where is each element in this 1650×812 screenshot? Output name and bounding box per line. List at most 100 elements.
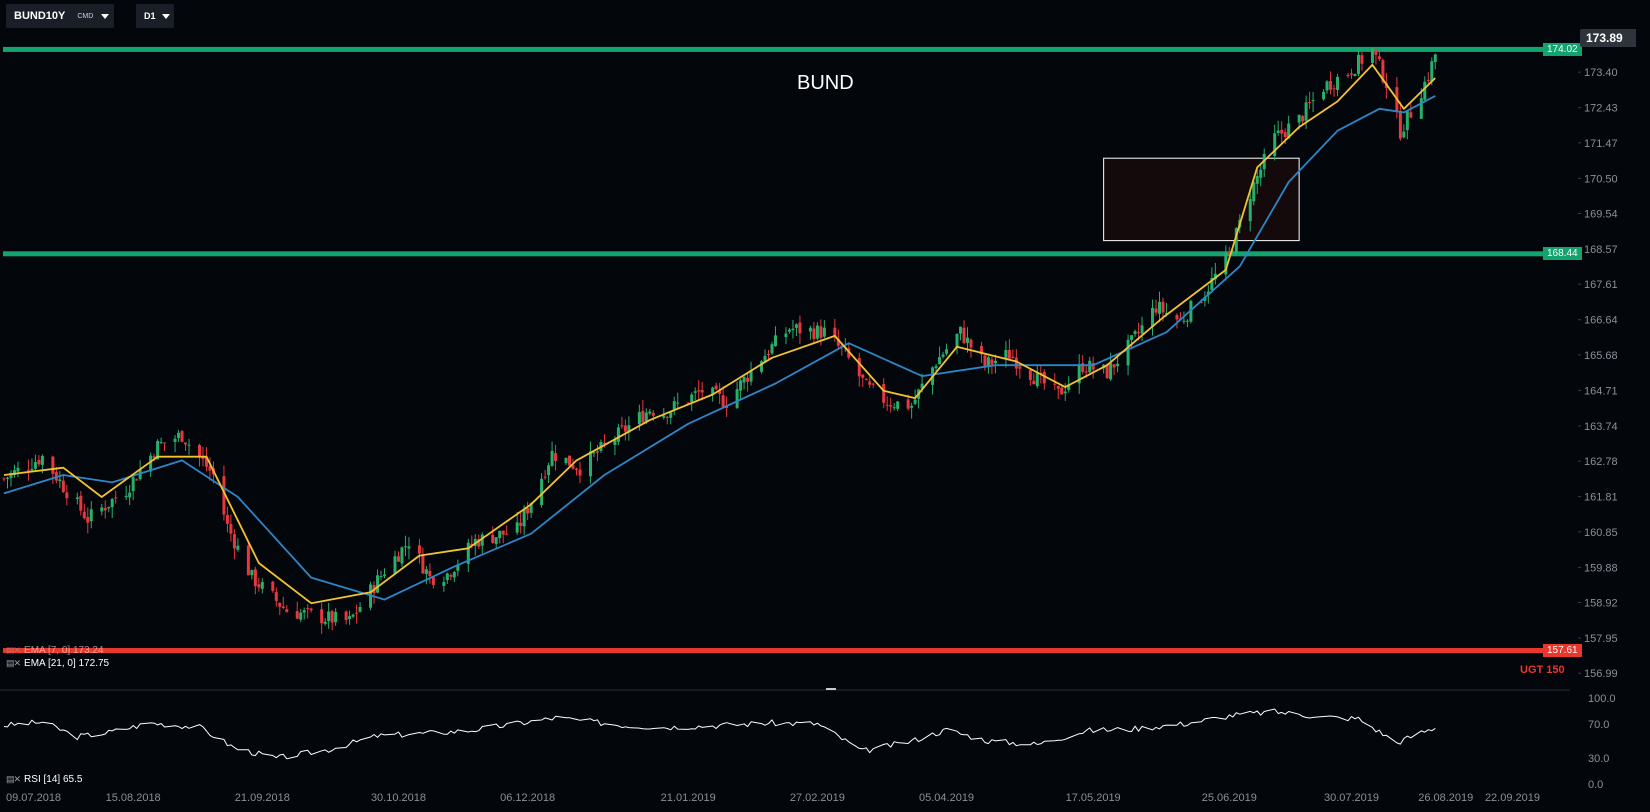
candle-body xyxy=(1199,302,1203,304)
price-tick-label: 164.71 xyxy=(1584,385,1618,397)
price-tick-label: 171.47 xyxy=(1584,138,1618,150)
candle-body xyxy=(107,506,111,509)
candle-body xyxy=(819,326,823,338)
price-tick-label: 163.74 xyxy=(1584,421,1618,433)
rsi-panel xyxy=(3,708,1436,760)
candle-body xyxy=(180,431,184,442)
candle-body xyxy=(676,402,680,404)
candle-body xyxy=(1381,60,1385,83)
candle-body xyxy=(543,476,547,478)
candle-body xyxy=(208,465,212,471)
candle-body xyxy=(33,462,37,469)
candle-body xyxy=(515,522,519,533)
candle-body xyxy=(236,545,240,550)
price-tick-label: 166.64 xyxy=(1584,315,1618,327)
time-tick-label: 17.05.2019 xyxy=(1066,792,1121,804)
candle-body xyxy=(1356,54,1360,74)
level-line-168.44[interactable] xyxy=(3,251,1543,257)
symbol-selector[interactable]: BUND10Y CMD xyxy=(6,4,114,28)
candle-body xyxy=(983,355,987,366)
candle-body xyxy=(746,377,750,382)
candle-body xyxy=(1423,81,1427,100)
candle-body xyxy=(250,570,254,576)
candle-body xyxy=(1405,110,1409,131)
chart-title: BUND xyxy=(797,72,854,94)
ema-slow-legend-text: EMA [21, 0] 172.75 xyxy=(24,658,110,669)
candle-body xyxy=(225,514,229,524)
candle-body xyxy=(697,390,701,392)
candle-body xyxy=(281,606,285,608)
candle-body xyxy=(1322,91,1326,100)
candle-body xyxy=(428,570,432,577)
rsi-line xyxy=(3,708,1436,760)
candle-body xyxy=(822,327,826,337)
ema-fast-legend-text: EMA [7, 0] 173.24 xyxy=(24,645,104,656)
candle-body xyxy=(75,497,79,499)
rsi-tick-label: 0.0 xyxy=(1588,779,1603,791)
price-tick-label: 165.68 xyxy=(1584,350,1618,362)
price-tick-label: 169.54 xyxy=(1584,209,1618,221)
candle-body xyxy=(550,450,554,466)
timeframe-label: D1 xyxy=(144,11,156,21)
candle-body xyxy=(913,399,917,404)
candle-body xyxy=(1398,110,1402,139)
candle-body xyxy=(424,569,428,574)
candle-body xyxy=(965,337,969,343)
candle-body xyxy=(26,469,30,471)
candle-body xyxy=(833,327,837,338)
level-line-174.02[interactable] xyxy=(3,46,1543,52)
candle-body xyxy=(938,357,942,365)
candle-body xyxy=(990,359,994,365)
time-tick-label: 09.07.2018 xyxy=(6,792,61,804)
candle-body xyxy=(1011,356,1015,358)
candle-body xyxy=(358,607,362,612)
candle-body xyxy=(271,581,275,591)
candle-body xyxy=(749,370,753,382)
timeframe-selector[interactable]: D1 xyxy=(136,4,174,28)
settings-icon[interactable]: ▤✕ xyxy=(6,774,21,784)
candle-body xyxy=(442,581,446,586)
candle-body xyxy=(89,509,93,522)
candle-body xyxy=(721,395,725,407)
time-tick-label: 30.07.2019 xyxy=(1324,792,1379,804)
time-tick-label: 22.09.2019 xyxy=(1485,792,1540,804)
candle-body xyxy=(421,554,425,574)
candle-body xyxy=(1276,130,1280,134)
candle-body xyxy=(791,328,795,331)
price-tick-label: 172.43 xyxy=(1584,103,1618,115)
settings-icon[interactable]: ▤✕ xyxy=(6,645,21,655)
candle-body xyxy=(1028,369,1032,381)
candle-body xyxy=(1091,362,1095,370)
price-tick-label: 162.78 xyxy=(1584,456,1618,468)
settings-icon[interactable]: ▤✕ xyxy=(6,658,21,668)
candle-body xyxy=(344,611,348,621)
candle-body xyxy=(1116,363,1120,367)
candle-body xyxy=(1353,73,1357,77)
highlight-zone[interactable] xyxy=(1103,157,1300,242)
candle-body xyxy=(184,442,188,445)
candle-body xyxy=(857,358,861,377)
candle-body xyxy=(575,468,579,470)
candle-body xyxy=(700,389,704,393)
candle-body xyxy=(885,404,889,406)
level-badge-174: 174.02 xyxy=(1543,42,1582,56)
candle-body xyxy=(128,492,132,498)
corner-label: UGT 150 xyxy=(1520,664,1565,676)
level-line-157.61[interactable] xyxy=(3,647,1543,653)
candle-body xyxy=(690,394,694,403)
candle-body xyxy=(16,467,20,472)
candle-body xyxy=(306,608,310,610)
candle-body xyxy=(588,451,592,477)
candle-body xyxy=(201,456,205,459)
panel-resize-handle[interactable] xyxy=(826,688,836,690)
candle-body xyxy=(1035,372,1039,387)
candle-body xyxy=(156,440,160,460)
candle-body xyxy=(787,329,791,332)
candle-body xyxy=(1329,80,1333,90)
candle-body xyxy=(1332,88,1336,90)
time-tick-label: 27.02.2019 xyxy=(790,792,845,804)
candle-body xyxy=(5,477,9,479)
candle-body xyxy=(1402,131,1406,138)
ema-fast-legend: ▤✕ EMA [7, 0] 173.24 xyxy=(6,645,104,656)
